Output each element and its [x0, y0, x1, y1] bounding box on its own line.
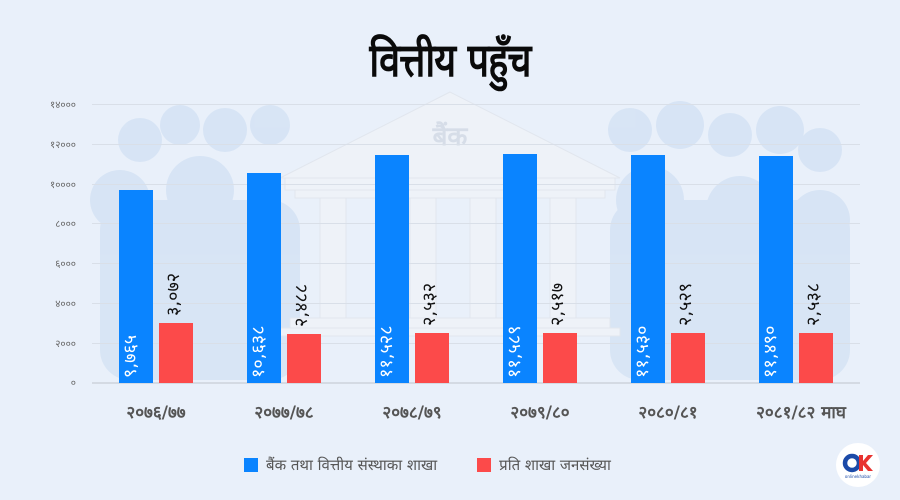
bar-value-label: ३,०७२: [163, 272, 184, 316]
gridline: [92, 263, 860, 264]
y-tick: १२०००: [50, 140, 76, 151]
x-tick: २०७९/८०: [510, 403, 570, 423]
x-tick: २०७६/७७: [126, 403, 186, 423]
bar-bank-branches: [119, 190, 153, 383]
bar-value-label: ९,७६५: [120, 334, 141, 378]
bar-bank-branches: [759, 156, 793, 383]
ok-logo-icon: onlinekhabar: [842, 453, 873, 479]
y-tick: ०: [70, 378, 76, 389]
svg-text:बैंक: बैंक: [432, 121, 469, 152]
legend-item-population-per-branch: प्रति शाखा जनसंख्या: [477, 455, 611, 475]
bar-value-label: २,५३८: [803, 282, 824, 326]
legend-label: प्रति शाखा जनसंख्या: [499, 456, 611, 474]
legend-label: बैंक तथा वित्तीय संस्थाका शाखा: [266, 456, 438, 474]
bar-population-per-branch: [799, 333, 833, 383]
bar-value-label: ११,५८९: [504, 325, 525, 378]
x-tick: २०८०/८१: [638, 403, 698, 423]
bar-population-per-branch: [287, 334, 321, 383]
gridline: [92, 104, 860, 105]
gridline: [92, 343, 860, 344]
bar-value-label: २,४८८: [291, 283, 312, 327]
y-tick: ४०००: [55, 299, 76, 310]
svg-text:onlinekhabar: onlinekhabar: [845, 474, 871, 479]
gridline: [92, 184, 860, 185]
x-tick: २०८१/८२ माघ: [756, 403, 846, 423]
y-tick: १००००: [50, 180, 76, 191]
chart-legend: बैंक तथा वित्तीय संस्थाका शाखा प्रति शाख…: [244, 455, 651, 475]
x-axis-baseline: [92, 382, 860, 384]
bar-value-label: १०,६३८: [248, 325, 269, 378]
y-tick: १४०००: [50, 100, 76, 111]
gridline: [92, 303, 860, 304]
chart-title: वित्तीय पहुँच: [369, 33, 531, 87]
gridline: [92, 144, 860, 145]
bar-value-label: २,५१७: [547, 282, 568, 326]
bar-population-per-branch: [159, 323, 193, 383]
bar-bank-branches: [247, 173, 281, 383]
x-tick: २०७८/७९: [382, 403, 442, 423]
legend-swatch-blue: [244, 458, 258, 472]
onlinekhabar-logo: onlinekhabar: [836, 443, 880, 487]
y-tick: २०००: [55, 339, 76, 350]
legend-swatch-red: [477, 458, 492, 472]
bar-bank-branches: [375, 155, 409, 383]
bar-population-per-branch: [415, 333, 449, 383]
bar-population-per-branch: [543, 333, 577, 383]
bar-value-label: २,५२९: [675, 282, 696, 326]
bar-population-per-branch: [671, 333, 705, 383]
y-tick: ८०००: [55, 219, 76, 230]
bar-bank-branches: [631, 155, 665, 383]
bar-bank-branches: [503, 154, 537, 383]
bar-value-label: २,५३२: [419, 282, 440, 326]
gridline: [92, 223, 860, 224]
bar-value-label: ११,४९०: [760, 325, 781, 378]
y-tick: ६०००: [55, 259, 76, 270]
legend-item-bank-branches: बैंक तथा वित्तीय संस्थाका शाखा: [244, 455, 437, 475]
bar-value-label: ११,५२८: [376, 325, 397, 378]
x-tick: २०७७/७८: [254, 403, 314, 423]
bar-value-label: ११,५३०: [632, 325, 653, 378]
